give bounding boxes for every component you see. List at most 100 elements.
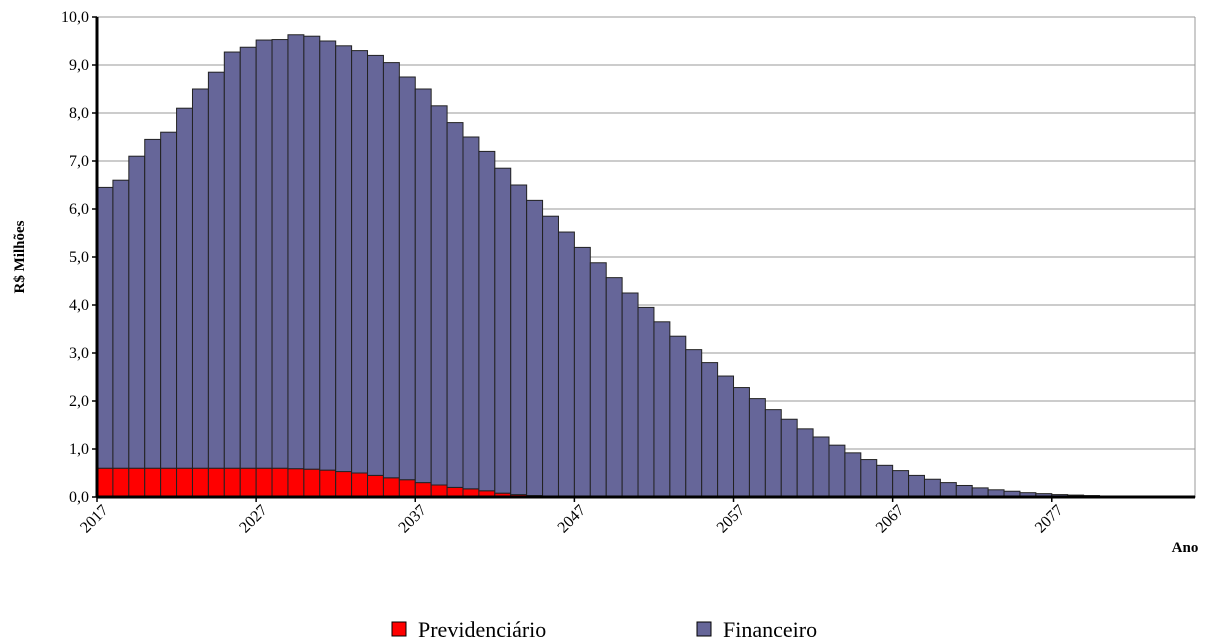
bar-segment xyxy=(876,464,894,498)
bar-segment xyxy=(367,54,384,476)
bar-segment xyxy=(382,477,400,498)
bar-segment xyxy=(462,136,480,490)
bar-segment xyxy=(191,88,209,469)
bar-segment xyxy=(637,306,655,498)
y-tick-label: 10,0 xyxy=(61,9,89,26)
bar-segment xyxy=(335,471,353,498)
bar-segment xyxy=(191,467,209,498)
bar-segment xyxy=(160,467,178,498)
bar-segment xyxy=(955,484,973,498)
bar-segment xyxy=(96,467,114,498)
y-tick-label: 2,0 xyxy=(69,393,89,410)
bar-segment xyxy=(669,335,687,498)
bar-segment xyxy=(351,472,369,498)
bar-segment xyxy=(430,484,448,498)
legend-swatch xyxy=(391,621,407,637)
bar-segment xyxy=(239,467,257,498)
bar-segment xyxy=(207,467,225,498)
bar-segment xyxy=(96,186,114,469)
bar-segment xyxy=(239,46,257,469)
y-tick-label: 8,0 xyxy=(69,105,89,122)
bar-segment xyxy=(526,199,544,497)
bar-segment xyxy=(780,418,798,498)
bar-segment xyxy=(828,444,846,498)
x-tick-label: 2067 xyxy=(873,502,908,537)
bar-segment xyxy=(844,452,862,498)
legend-swatch xyxy=(696,621,712,637)
bar-segment xyxy=(430,105,448,486)
bar-segment xyxy=(589,262,607,498)
bar-segment xyxy=(701,362,719,498)
bar-segment xyxy=(128,467,146,498)
y-tick-label: 1,0 xyxy=(69,441,89,458)
bar-segment xyxy=(892,470,910,498)
bar-segment xyxy=(382,62,400,479)
bar-segment xyxy=(271,467,289,498)
bar-segment xyxy=(160,131,178,469)
bar-segment xyxy=(717,375,735,498)
bar-segment xyxy=(255,467,273,498)
y-tick-label: 6,0 xyxy=(69,201,89,218)
bar-segment xyxy=(319,40,337,471)
bar-segment xyxy=(860,459,878,498)
bar-segment xyxy=(414,482,432,498)
bar-segment xyxy=(398,76,416,481)
bar-segment xyxy=(605,277,623,498)
y-tick-label: 4,0 xyxy=(69,297,89,314)
bar-segment xyxy=(255,39,273,469)
bar-segment xyxy=(939,482,957,498)
bar-segment xyxy=(112,467,130,498)
y-tick-label: 5,0 xyxy=(69,249,89,266)
bar-segment xyxy=(621,292,639,498)
x-tick-label: 2037 xyxy=(395,502,430,537)
bar-segment xyxy=(223,467,241,498)
bar-segment xyxy=(303,35,321,470)
x-tick-label: 2017 xyxy=(77,502,112,537)
bar-segment xyxy=(478,150,496,492)
bar-segment xyxy=(748,398,766,498)
bar-segment xyxy=(510,184,528,496)
legend-label: Previdenciário xyxy=(418,617,546,642)
bar-segment xyxy=(176,467,193,498)
bar-segment xyxy=(303,468,321,498)
y-tick-label: 3,0 xyxy=(69,345,89,362)
x-tick-label: 2027 xyxy=(236,502,271,537)
bar-segment xyxy=(287,468,305,498)
bar-segment xyxy=(557,231,575,498)
bar-segment xyxy=(573,246,591,498)
bar-segment xyxy=(733,387,750,498)
bar-segment xyxy=(144,138,162,469)
bar-segment xyxy=(812,436,830,498)
x-tick-label: 2047 xyxy=(555,502,590,537)
bar-segment xyxy=(796,428,814,498)
bar-segment xyxy=(335,45,353,473)
bar-segment xyxy=(542,215,559,497)
y-tick-label: 7,0 xyxy=(69,153,89,170)
y-tick-label: 9,0 xyxy=(69,57,89,74)
bar-segment xyxy=(271,39,289,469)
bar-segment xyxy=(446,122,464,488)
bar-segment xyxy=(144,467,162,498)
x-tick-label: 2077 xyxy=(1032,502,1067,537)
bar-segment xyxy=(287,34,305,470)
bar-segment xyxy=(351,50,369,474)
bar-segment xyxy=(494,167,512,494)
bar-segment xyxy=(923,478,941,498)
x-tick-label: 2057 xyxy=(714,502,749,537)
bar-segment xyxy=(908,474,925,498)
x-axis-label: Ano xyxy=(1172,540,1199,556)
bar-segment xyxy=(176,107,193,469)
bar-segment xyxy=(128,155,146,469)
bar-segment xyxy=(685,349,703,498)
bar-segment xyxy=(223,51,241,469)
bar-segment xyxy=(112,179,130,469)
bar-segment xyxy=(764,409,782,498)
bar-segment xyxy=(653,321,671,498)
y-tick-label: 0,0 xyxy=(69,489,89,506)
bar-segment xyxy=(398,479,416,498)
legend-label: Financeiro xyxy=(723,617,817,642)
bar-segment xyxy=(367,474,384,498)
bar-segment xyxy=(414,88,432,484)
bar-segment xyxy=(207,71,225,469)
